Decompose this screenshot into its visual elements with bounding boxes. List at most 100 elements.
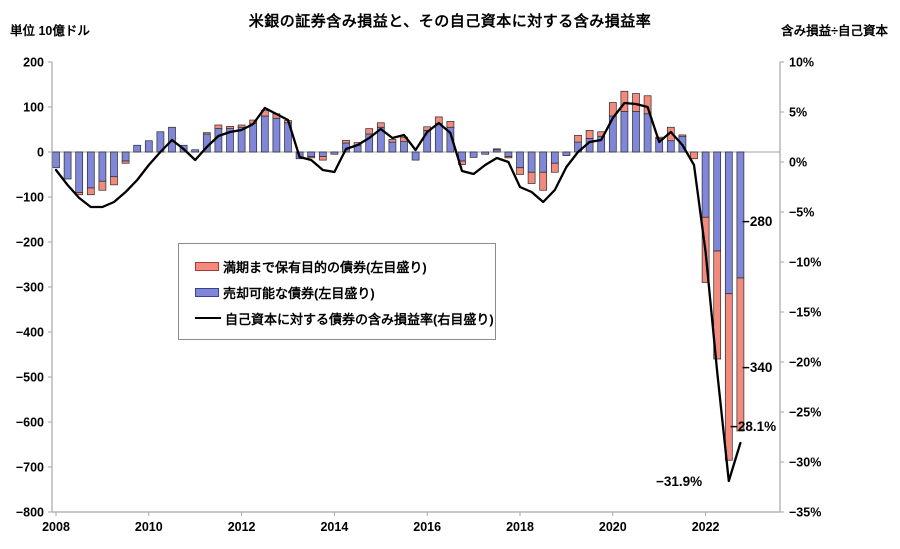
right-axis-tick-label: −10% [789,256,821,270]
afs-bar-2018Q3 [539,151,548,173]
ratio-line [54,101,742,483]
afs-bar-2019Q1 [562,151,571,156]
afs-bar-2009Q2 [110,151,118,178]
left-axis-tick-label: −400 [16,326,44,340]
annotation-label: −340 [742,360,772,375]
left-axis-tick-label: 200 [23,56,44,70]
afs-bar-2018Q4 [550,151,559,164]
right-axis-tick-label: −30% [789,456,821,470]
htm-bar-2017Q3 [492,148,501,151]
afs-bar-2009Q1 [98,151,107,182]
afs-bar-2017Q1 [469,151,478,158]
htm-bar-2008Q4 [86,187,95,196]
right-axis-tick-label: −15% [789,306,821,320]
htm-bar-2014Q2 [342,139,350,144]
legend-item-afs-bonds: 売却可能な債券(左目盛り) [195,279,483,305]
htm-bar-2021Q3 [678,134,687,137]
x-axis-tick-label: 2022 [692,520,720,534]
afs-bar-2018Q1 [516,151,524,169]
left-axis-tick-label: −700 [16,461,44,475]
x-axis-tick-label: 2020 [599,520,627,534]
left-axis-tick-label: −200 [16,236,44,250]
htm-bar-2013Q3 [307,156,316,159]
afs-bar-2013Q3 [307,151,316,157]
htm-bar-2020Q4 [643,95,652,115]
htm-bar-2020Q1 [608,102,617,117]
left-axis-tick-label: −800 [16,506,44,520]
afs-bar-2021Q2 [666,140,675,153]
legend-label-htm-bonds: 満期まで保有目的の債券(左目盛り) [223,259,427,275]
chart-legend: 満期まで保有目的の債券(左目盛り) 売却可能な債券(左目盛り) 自己資本に対する… [178,243,496,340]
afs-bar-2009Q4 [133,144,142,153]
htm-bar-2009Q3 [121,160,130,164]
left-axis-tick-label: −600 [16,416,44,430]
legend-item-ratio-line: 自己資本に対する債券の含み損益率(右目盛り) [195,305,494,331]
page-title: 米銀の証券含み損益と、その自己資本に対する含み損益率 [248,13,652,30]
x-axis-tick-label: 2010 [135,520,163,534]
afs-bar-2020Q4 [643,113,652,153]
right-axis-tick-label: 0% [789,156,807,170]
afs-bar-2012Q2 [249,123,258,153]
left-axis-unit-label: 単位 10億ドル [10,24,90,38]
htm-bar-2009Q1 [98,180,107,191]
left-axis-tick-label: 0 [37,146,44,160]
afs-bar-2014Q1 [330,151,339,155]
afs-bar-2022Q1 [701,151,710,218]
htm-bar-2020Q2 [620,90,629,112]
htm-bar-2022Q4 [736,277,745,432]
htm-bar-2011Q4 [226,125,234,129]
afs-bar-2016Q2 [434,123,443,153]
htm-bar-2022Q3 [724,293,733,461]
htm-bar-2015Q2 [388,139,397,143]
htm-bar-2018Q3 [539,171,548,191]
htm-bar-2015Q1 [376,122,385,128]
htm-bar-2018Q2 [527,171,536,184]
htm-bar-2021Q4 [690,151,698,160]
htm-bar-2011Q2 [202,132,211,135]
x-axis-tick-label: 2018 [506,520,534,534]
afs-bar-2011Q3 [214,128,223,153]
right-axis-unit-label: 含み損益÷自己資本 [781,24,888,38]
afs-bar-2022Q3 [724,151,733,295]
afs-bar-2020Q2 [620,111,629,153]
afs-bar-2013Q4 [318,151,327,157]
htm-bar-color-swatch-icon [195,261,219,271]
legend-item-htm-bonds: 満期まで保有目的の債券(左目盛り) [195,253,483,279]
htm-bar-2019Q3 [585,130,594,139]
afs-bar-2011Q1 [191,149,200,153]
htm-bar-2022Q2 [713,250,722,360]
right-axis-tick-label: 5% [789,106,807,120]
afs-bar-2012Q4 [272,117,281,153]
x-axis-tick-label: 2016 [413,520,441,534]
x-axis-tick-label: 2012 [228,520,256,534]
htm-bar-2019Q2 [574,135,582,143]
afs-bar-2017Q2 [481,151,490,155]
afs-bar-2008Q1 [52,151,60,169]
afs-bar-2008Q2 [63,151,72,180]
afs-bar-2012Q3 [260,115,269,153]
legend-label-afs-bonds: 売却可能な債券(左目盛り) [223,285,375,301]
x-axis-tick-label: 2008 [42,520,70,534]
htm-bar-2009Q2 [110,176,118,186]
right-axis-tick-label: −5% [789,206,814,220]
htm-bar-2018Q4 [550,162,559,173]
ratio-line-color-swatch-icon [195,317,221,319]
afs-bar-2008Q4 [86,151,95,189]
htm-bar-2016Q3 [446,121,455,128]
legend-label-ratio-line: 自己資本に対する債券の含み損益率(右目盛り) [225,311,494,327]
right-axis-tick-label: −20% [789,356,821,370]
afs-bar-2020Q3 [632,111,640,153]
afs-bar-2017Q4 [504,151,513,157]
left-axis-tick-label: −500 [16,371,44,385]
right-axis-tick-label: −35% [789,506,821,520]
right-axis-tick-label: −25% [789,406,821,420]
left-axis-tick-label: −100 [16,191,44,205]
afs-bar-2015Q4 [411,151,420,161]
htm-bar-2011Q3 [214,124,223,129]
htm-bar-2018Q1 [516,167,524,175]
afs-bar-2015Q2 [388,141,397,153]
htm-bar-2013Q4 [318,156,327,161]
left-axis-tick-label: 100 [23,101,44,115]
htm-bar-2020Q3 [632,93,640,112]
afs-bar-2015Q3 [400,141,408,153]
